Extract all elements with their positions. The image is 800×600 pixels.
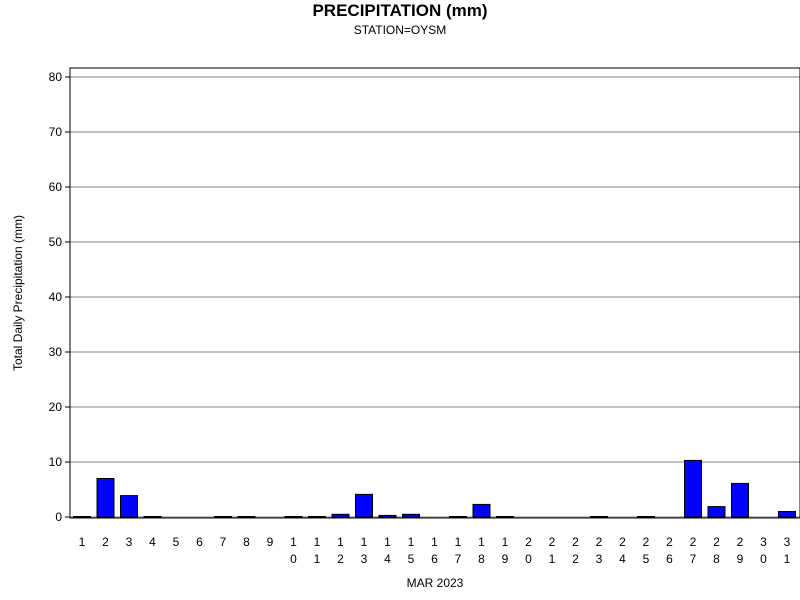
x-tick-label: 1 bbox=[79, 535, 86, 549]
x-axis-ticks: 1 2 3 4 5 6 7 8 9 1 01 11 21 31 41 51 61 71 81 92 02 12 22 32 42… bbox=[79, 535, 791, 566]
bar-day-27 bbox=[684, 459, 702, 518]
gridlines bbox=[70, 76, 800, 518]
bar-day-4 bbox=[143, 516, 162, 518]
x-tick-label: 5 bbox=[173, 535, 180, 549]
bar-day-10 bbox=[284, 516, 303, 518]
bar-day-19 bbox=[496, 516, 514, 518]
bar-day-8 bbox=[237, 516, 256, 518]
bar-day-2 bbox=[96, 478, 115, 518]
bar-day-18 bbox=[472, 503, 491, 518]
x-tick-label: 6 bbox=[196, 535, 203, 549]
bar-day-25 bbox=[637, 516, 655, 518]
bar-day-11 bbox=[308, 516, 326, 518]
x-tick-label: 7 bbox=[220, 535, 227, 549]
bar-day-23 bbox=[590, 516, 608, 518]
x-tick-label: 3 bbox=[126, 535, 133, 549]
y-axis-ticks: 0 10 20 30 40 50 60 70 80 bbox=[49, 70, 70, 524]
y-tick-label: 60 bbox=[49, 180, 63, 194]
bar-day-17 bbox=[449, 516, 467, 518]
plot-frame bbox=[69, 67, 800, 519]
bar-day-1 bbox=[73, 516, 91, 518]
x-tick-label: 4 bbox=[149, 535, 156, 549]
x-axis-label: MAR 2023 bbox=[407, 576, 464, 590]
bar-day-28 bbox=[707, 506, 726, 518]
bar-day-3 bbox=[120, 495, 138, 518]
bar-day-31 bbox=[778, 511, 796, 518]
x-tick-label: 9 bbox=[267, 535, 274, 549]
bar-day-15 bbox=[402, 513, 420, 518]
y-tick-label: 40 bbox=[49, 290, 63, 304]
y-tick-label: 30 bbox=[49, 345, 63, 359]
bar-day-13 bbox=[355, 493, 373, 518]
y-tick-label: 70 bbox=[49, 125, 63, 139]
y-tick-label: 10 bbox=[49, 455, 63, 469]
y-tick-label: 0 bbox=[55, 510, 62, 524]
x-tick-label: 2 bbox=[102, 535, 109, 549]
chart-title: PRECIPITATION (mm) bbox=[312, 1, 488, 20]
y-tick-label: 50 bbox=[49, 235, 63, 249]
bar-day-12 bbox=[331, 513, 350, 518]
chart-subtitle: STATION=OYSM bbox=[353, 23, 447, 37]
bar-day-29 bbox=[731, 482, 749, 518]
y-axis-label: Total Daily Precipitation (mm) bbox=[11, 215, 25, 371]
bars bbox=[73, 459, 796, 518]
bar-day-14 bbox=[378, 514, 397, 518]
bar-day-7 bbox=[214, 516, 232, 518]
y-tick-label: 20 bbox=[49, 400, 63, 414]
x-tick-label: 8 bbox=[243, 535, 250, 549]
y-tick-label: 80 bbox=[49, 70, 63, 84]
